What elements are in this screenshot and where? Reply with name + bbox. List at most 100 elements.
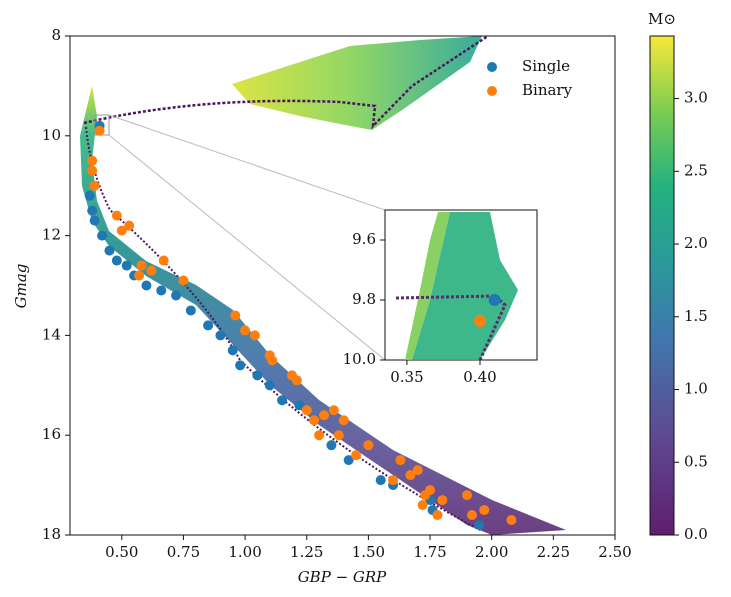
legend: Single Binary [487,57,573,99]
point [388,475,399,486]
zoom-line [108,134,386,361]
point [121,260,132,271]
point [479,505,490,516]
x-tick-label: 0.75 [167,543,200,561]
y-tick-label: 8 [51,26,61,44]
point [136,260,147,271]
colorbar-tick-label: 2.5 [684,161,708,179]
point [87,205,98,216]
y-tick-label: 12 [42,226,61,244]
point [309,415,320,426]
point [506,515,517,526]
point [116,225,127,236]
point [230,310,241,321]
point [462,490,473,501]
point [363,440,374,451]
y-tick-label: 16 [42,425,61,443]
colorbar-tick-label: 0.5 [684,452,708,470]
point [87,155,98,166]
point [432,510,443,521]
point [466,510,477,521]
point [264,380,275,391]
x-tick-label: 2.50 [598,543,631,561]
point [240,325,251,336]
y-tick-label: 9.6 [352,230,376,248]
point [417,500,428,511]
x-tick-label: 1.50 [352,543,385,561]
point [249,330,260,341]
point [252,370,263,381]
point [146,265,157,276]
point [420,490,431,501]
x-axis-label: GBP − GRP [298,568,387,586]
colorbar-tick-label: 2.0 [684,234,708,252]
plot-frame [69,35,616,536]
point [178,275,189,286]
point [134,270,145,281]
colorbar-tick-label: 3.0 [684,89,708,107]
point [474,315,486,327]
x-tick-label: 2.25 [537,543,570,561]
point [84,190,95,201]
point [488,294,501,306]
point [338,415,349,426]
point [158,255,169,266]
point [89,215,100,226]
point [94,125,105,136]
point [227,345,238,356]
point [412,465,423,476]
legend-marker [487,86,497,96]
point [437,495,448,506]
point [319,410,330,421]
point [351,450,362,461]
x-tick-label: 1.00 [228,543,261,561]
point [395,455,406,466]
y-tick-label: 18 [42,525,61,543]
y-tick-label: 10 [42,126,61,144]
point [111,210,122,221]
legend-label: Single [522,57,570,75]
y-tick-label: 10.0 [343,350,376,368]
y-tick-label: 14 [42,325,61,343]
legend-marker [487,62,497,72]
point [343,455,354,466]
x-tick-label: 1.25 [290,543,323,561]
point [89,180,100,191]
x-tick-label: 0.50 [105,543,138,561]
point [375,475,386,486]
colorbar-label: M⊙ [648,10,676,28]
point [328,405,339,416]
point [267,355,278,366]
point [405,470,416,481]
model-cloud [80,36,566,535]
x-tick-label: 0.35 [390,368,423,386]
point [326,440,337,451]
point [185,305,196,316]
point [104,245,115,256]
point [124,220,135,231]
colorbar [649,35,675,536]
y-tick-label: 9.8 [352,290,376,308]
point [215,330,226,341]
point [301,405,312,416]
point [156,285,167,296]
point [291,375,302,386]
point [333,430,344,441]
colorbar-tick-label: 1.0 [684,380,708,398]
colorbar-tick-label: 1.5 [684,307,708,325]
point [474,520,485,531]
point [294,400,305,411]
y-axis-label: Gmag [12,264,30,309]
x-tick-label: 2.00 [475,543,508,561]
point [97,230,108,241]
point [141,280,152,291]
point [111,255,122,266]
point [314,430,325,441]
point [203,320,214,331]
point [235,360,246,371]
colorbar-tick-label: 0.0 [684,525,708,543]
x-tick-label: 1.75 [413,543,446,561]
legend-label: Binary [522,81,573,99]
zoom-line [108,114,386,211]
